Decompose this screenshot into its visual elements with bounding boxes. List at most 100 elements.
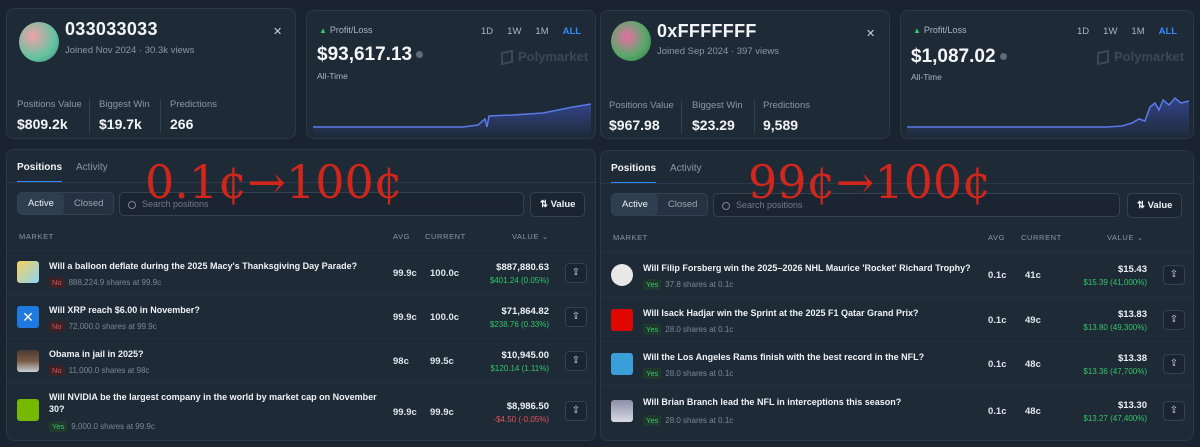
position-value: $887,880.63 xyxy=(496,262,549,273)
range-1m[interactable]: 1M xyxy=(535,26,549,37)
share-icon[interactable]: ⇪ xyxy=(565,351,587,371)
pnl-period: All-Time xyxy=(317,71,348,81)
stat-label: Positions Value xyxy=(17,99,82,110)
range-selector: 1D 1W 1M ALL xyxy=(481,26,581,37)
current-price: 49c xyxy=(1025,315,1041,326)
range-1m[interactable]: 1M xyxy=(1131,26,1145,37)
market-title[interactable]: Will Brian Branch lead the NFL in interc… xyxy=(643,397,902,407)
table-row[interactable]: ✕ Will XRP reach $6.00 in November? No 72… xyxy=(7,294,597,338)
expand-icon[interactable]: ✕ xyxy=(866,28,876,40)
tab-activity[interactable]: Activity xyxy=(670,163,702,174)
market-title[interactable]: Will XRP reach $6.00 in November? xyxy=(49,305,200,315)
col-avg: AVG xyxy=(393,232,411,241)
filter-closed[interactable]: Closed xyxy=(667,199,698,210)
tab-activity[interactable]: Activity xyxy=(76,162,108,173)
range-all[interactable]: ALL xyxy=(562,26,582,37)
market-title[interactable]: Will Isack Hadjar win the Sprint at the … xyxy=(643,308,919,318)
pnl-chart xyxy=(313,103,591,135)
market-title[interactable]: Will NVIDIA be the largest company in th… xyxy=(49,392,377,414)
stat-value: $809.2k xyxy=(17,116,68,132)
position-pnl: $401.24 (0.05%) xyxy=(489,276,549,285)
nhl-logo-icon xyxy=(611,264,633,286)
share-icon[interactable]: ⇪ xyxy=(1163,310,1185,330)
share-icon[interactable]: ⇪ xyxy=(1163,265,1185,285)
table-row[interactable]: Will Isack Hadjar win the Sprint at the … xyxy=(601,297,1195,341)
tab-positions[interactable]: Positions xyxy=(611,163,657,184)
table-row[interactable]: Will NVIDIA be the largest company in th… xyxy=(7,382,597,440)
avg-price: 99.9c xyxy=(393,407,417,418)
stat-predictions: Predictions 266 xyxy=(170,99,217,132)
sort-icon: ⇅ xyxy=(1137,200,1148,211)
table-row[interactable]: Obama in jail in 2025? No 11,000.0 shares… xyxy=(7,338,597,382)
divider xyxy=(160,99,161,133)
share-icon[interactable]: ⇪ xyxy=(1163,401,1185,421)
stat-label: Predictions xyxy=(170,99,217,110)
search-icon xyxy=(722,201,730,210)
col-value[interactable]: VALUE ⌄ xyxy=(512,232,549,241)
stat-label: Positions Value xyxy=(609,100,674,111)
info-icon xyxy=(999,53,1007,61)
table-row[interactable]: Will the Los Angeles Rams finish with th… xyxy=(601,341,1195,385)
range-1w[interactable]: 1W xyxy=(507,26,522,37)
expand-icon[interactable]: ✕ xyxy=(273,26,283,38)
position-value: $71,864.82 xyxy=(501,306,549,317)
tab-positions[interactable]: Positions xyxy=(17,162,63,183)
obama-photo xyxy=(17,350,39,372)
current-price: 100.0c xyxy=(430,312,460,323)
sort-value-button[interactable]: ⇅ Value xyxy=(530,192,586,217)
position-value: $8,986.50 xyxy=(506,401,549,412)
avg-price: 0.1c xyxy=(988,359,1007,370)
position-value: $13.38 xyxy=(1117,353,1147,364)
stat-predictions: Predictions 9,589 xyxy=(763,100,810,133)
search-input[interactable]: Search positions xyxy=(119,192,524,216)
range-1d[interactable]: 1D xyxy=(481,26,494,37)
right-panel: 0xFFFFFFF Joined Sep 2024 · 397 views ✕ … xyxy=(600,0,1200,447)
table-row[interactable]: Will Filip Forsberg win the 2025–2026 NH… xyxy=(601,251,1195,297)
up-arrow-icon: ▲ xyxy=(319,26,327,35)
divider xyxy=(681,100,682,134)
share-icon[interactable]: ⇪ xyxy=(565,307,587,327)
filter-active[interactable]: Active xyxy=(612,194,658,215)
filter-active[interactable]: Active xyxy=(18,193,64,214)
profile-meta: Joined Nov 2024 · 30.3k views xyxy=(65,45,195,56)
position-pnl: $13.27 (47,400%) xyxy=(1083,414,1147,423)
share-icon[interactable]: ⇪ xyxy=(1163,354,1185,374)
share-icon[interactable]: ⇪ xyxy=(565,401,587,421)
search-input[interactable]: Search positions xyxy=(713,193,1120,217)
nvidia-icon xyxy=(17,399,39,421)
table-row[interactable]: Will Brian Branch lead the NFL in interc… xyxy=(601,385,1195,440)
col-value[interactable]: VALUE ⌄ xyxy=(1107,233,1144,242)
position-value: $10,945.00 xyxy=(501,350,549,361)
market-title[interactable]: Will a balloon deflate during the 2025 M… xyxy=(49,261,358,271)
pnl-card: ▲ Profit/Loss $1,087.02 All-Time 1D 1W 1M… xyxy=(900,10,1194,139)
current-price: 48c xyxy=(1025,406,1041,417)
stat-positions-value: Positions Value $809.2k xyxy=(17,99,82,132)
col-market: MARKET xyxy=(19,232,54,241)
position-detail: No 72,000.0 shares at 99.9c xyxy=(49,321,157,332)
market-title[interactable]: Obama in jail in 2025? xyxy=(49,349,144,359)
position-pnl: -$4.50 (-0.05%) xyxy=(493,415,549,424)
joined-date: Joined Sep 2024 xyxy=(657,46,729,57)
positions-card: Positions Activity Active Closed Search … xyxy=(6,149,597,441)
stat-value: 9,589 xyxy=(763,117,799,133)
tab-bar: Positions Activity xyxy=(611,163,702,184)
username: 0xFFFFFFF xyxy=(657,21,757,41)
joined-date: Joined Nov 2024 xyxy=(65,45,137,56)
market-title[interactable]: Will the Los Angeles Rams finish with th… xyxy=(643,352,925,362)
pnl-card: ▲ Profit/Loss $93,617.13 All-Time 1D 1W 1… xyxy=(306,10,596,139)
market-title[interactable]: Will Filip Forsberg win the 2025–2026 NH… xyxy=(643,263,971,273)
range-all[interactable]: ALL xyxy=(1158,26,1178,37)
pnl-value: $1,087.02 xyxy=(911,46,1007,68)
divider xyxy=(601,183,1195,184)
filter-closed[interactable]: Closed xyxy=(73,198,104,209)
f1-logo-icon xyxy=(611,309,633,331)
table-row[interactable]: Will a balloon deflate during the 2025 M… xyxy=(7,250,597,294)
pnl-title: ▲ Profit/Loss xyxy=(913,25,967,35)
position-pnl: $15.39 (41,000%) xyxy=(1083,278,1147,287)
range-1d[interactable]: 1D xyxy=(1077,26,1090,37)
range-1w[interactable]: 1W xyxy=(1103,26,1118,37)
profile-card: 033033033 Joined Nov 2024 · 30.3k views … xyxy=(6,8,296,139)
range-selector: 1D 1W 1M ALL xyxy=(1077,26,1177,37)
sort-value-button[interactable]: ⇅ Value xyxy=(1127,193,1183,218)
share-icon[interactable]: ⇪ xyxy=(565,263,587,283)
